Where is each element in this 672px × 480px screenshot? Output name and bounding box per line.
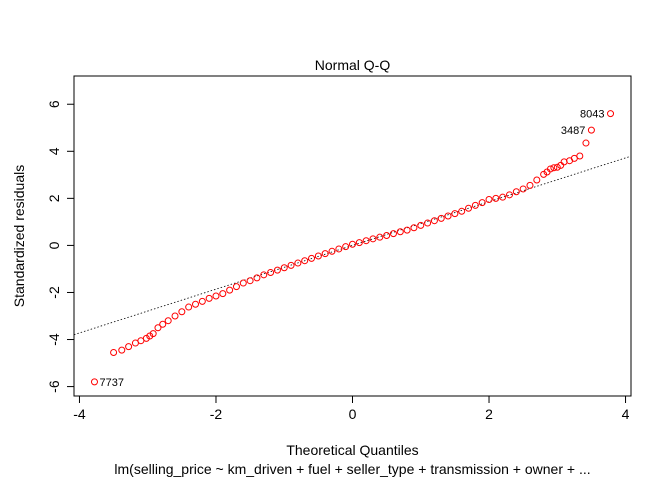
data-point — [512, 188, 520, 196]
data-point — [308, 254, 316, 262]
data-point — [376, 233, 384, 241]
data-point — [471, 201, 479, 209]
point-label: 7737 — [99, 377, 123, 389]
data-point — [478, 199, 486, 207]
data-point — [533, 176, 541, 184]
x-axis: -4 -2 0 2 4 — [73, 395, 630, 422]
data-point — [519, 185, 527, 193]
y-tick-label: 0 — [46, 241, 62, 249]
data-point — [485, 196, 493, 204]
data-point — [526, 181, 534, 189]
data-point — [465, 204, 473, 212]
data-point — [451, 210, 459, 218]
point-label: 8043 — [580, 109, 604, 121]
data-point — [314, 252, 322, 260]
data-point — [546, 165, 554, 173]
y-tick-label: -6 — [46, 380, 62, 393]
data-point — [192, 300, 200, 308]
data-point — [149, 330, 157, 338]
data-point — [403, 226, 411, 234]
data-point — [205, 294, 213, 302]
data-point — [294, 259, 302, 267]
data-point — [171, 312, 179, 320]
x-tick-label: 2 — [485, 406, 493, 422]
data-point — [576, 152, 584, 160]
data-point — [212, 292, 220, 300]
data-point — [458, 207, 466, 215]
y-tick-label: 4 — [46, 147, 62, 155]
data-point — [349, 240, 356, 248]
data-point — [321, 250, 329, 258]
chart-title: Normal Q-Q — [315, 57, 391, 73]
data-point — [587, 126, 595, 134]
data-point — [444, 212, 452, 220]
data-point — [154, 324, 162, 332]
data-point — [198, 297, 206, 305]
data-point — [355, 239, 363, 247]
plot-frame — [73, 75, 632, 397]
data-point — [582, 139, 590, 147]
annotations-layer: 8043 3487 7737 — [99, 109, 604, 389]
chart-subtitle: lm(selling_price ~ km_driven + fuel + se… — [114, 461, 590, 477]
point-label: 3487 — [561, 125, 585, 137]
data-point — [280, 264, 288, 272]
data-point — [553, 163, 561, 171]
data-point — [389, 230, 397, 238]
data-point — [328, 247, 336, 255]
data-point — [362, 237, 370, 245]
data-point — [246, 277, 254, 285]
y-axis-title: Standardized residuals — [11, 165, 27, 307]
data-point — [239, 279, 247, 287]
y-tick-label: 6 — [46, 100, 62, 108]
data-point — [369, 235, 377, 243]
data-point — [253, 274, 261, 282]
x-tick-label: 0 — [349, 406, 357, 422]
data-point — [410, 224, 418, 232]
data-point — [118, 346, 126, 354]
data-point — [499, 193, 507, 201]
data-point — [424, 219, 432, 227]
data-point — [125, 343, 133, 351]
data-point — [185, 303, 193, 311]
data-point — [159, 320, 167, 328]
points-layer — [90, 110, 615, 386]
data-point — [383, 232, 391, 240]
data-point — [301, 257, 309, 265]
reference-line-layer — [73, 155, 632, 336]
y-tick-label: -4 — [46, 333, 62, 346]
data-point — [164, 317, 172, 325]
data-point — [550, 164, 558, 172]
data-point — [342, 243, 350, 251]
data-point — [417, 221, 425, 229]
data-point — [607, 110, 615, 118]
data-point — [335, 245, 343, 253]
data-point — [219, 290, 227, 298]
x-tick-label: -4 — [73, 406, 86, 422]
y-tick-label: 2 — [46, 194, 62, 202]
data-point — [232, 283, 240, 291]
data-point — [226, 286, 234, 294]
y-tick-label: -2 — [46, 286, 62, 299]
x-tick-label: 4 — [622, 406, 630, 422]
data-point — [430, 217, 438, 225]
x-tick-label: -2 — [210, 406, 223, 422]
data-point — [90, 378, 98, 386]
reference-line — [73, 155, 632, 336]
data-point — [178, 308, 186, 316]
data-point — [505, 191, 513, 199]
data-point — [437, 214, 445, 222]
y-axis: -6 -4 -2 0 2 4 6 — [46, 100, 75, 393]
x-axis-title: Theoretical Quantiles — [286, 442, 418, 458]
data-point — [267, 268, 275, 276]
data-point — [492, 194, 500, 202]
data-point — [273, 266, 281, 274]
data-point — [396, 228, 404, 236]
data-point — [287, 261, 295, 269]
data-point — [110, 348, 118, 356]
data-point — [260, 271, 268, 279]
